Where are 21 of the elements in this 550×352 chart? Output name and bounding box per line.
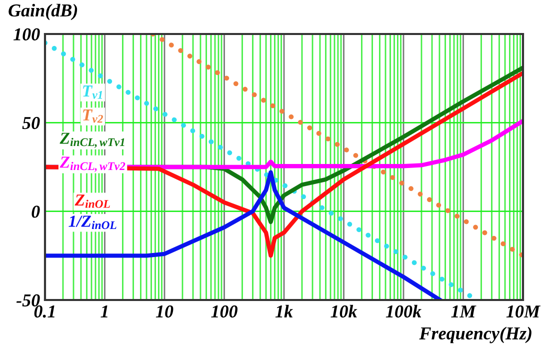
series-label: T$_{v1}$ [83, 86, 102, 99]
series-label: Z$_{inCL,wTv1}$ [60, 132, 124, 148]
series-label: Z$_{inCL,wTv2}$ [60, 156, 126, 172]
x-tick-label: 1k [275, 304, 293, 318]
y-tick-label: 100 [13, 28, 40, 40]
x-tick-label: 1 [100, 305, 108, 318]
x-tick-label: 0.1 [34, 305, 54, 318]
x-tick-label: 10 [156, 305, 174, 318]
y-tick-label: 0 [32, 206, 40, 218]
text: T$_{v2}$ [83, 109, 103, 123]
x-tick-label: 1M [451, 305, 476, 318]
x-tick-label: 10M [506, 305, 541, 318]
y-axis-title: Gain(dB) [8, 4, 78, 20]
series-label: Z$_{inOL}$ [74, 194, 110, 208]
x-tick-label: 100k [386, 304, 422, 318]
x-tick-label: 100 [211, 305, 238, 318]
x-axis-title: Frequency(Hz) [419, 326, 532, 344]
y-tick-label: 50 [22, 116, 40, 130]
x-tick-label: 10k [330, 304, 358, 318]
y-tick-label: -50 [16, 294, 40, 306]
series-label: 1/Z$_{inOL}$ [68, 216, 116, 230]
